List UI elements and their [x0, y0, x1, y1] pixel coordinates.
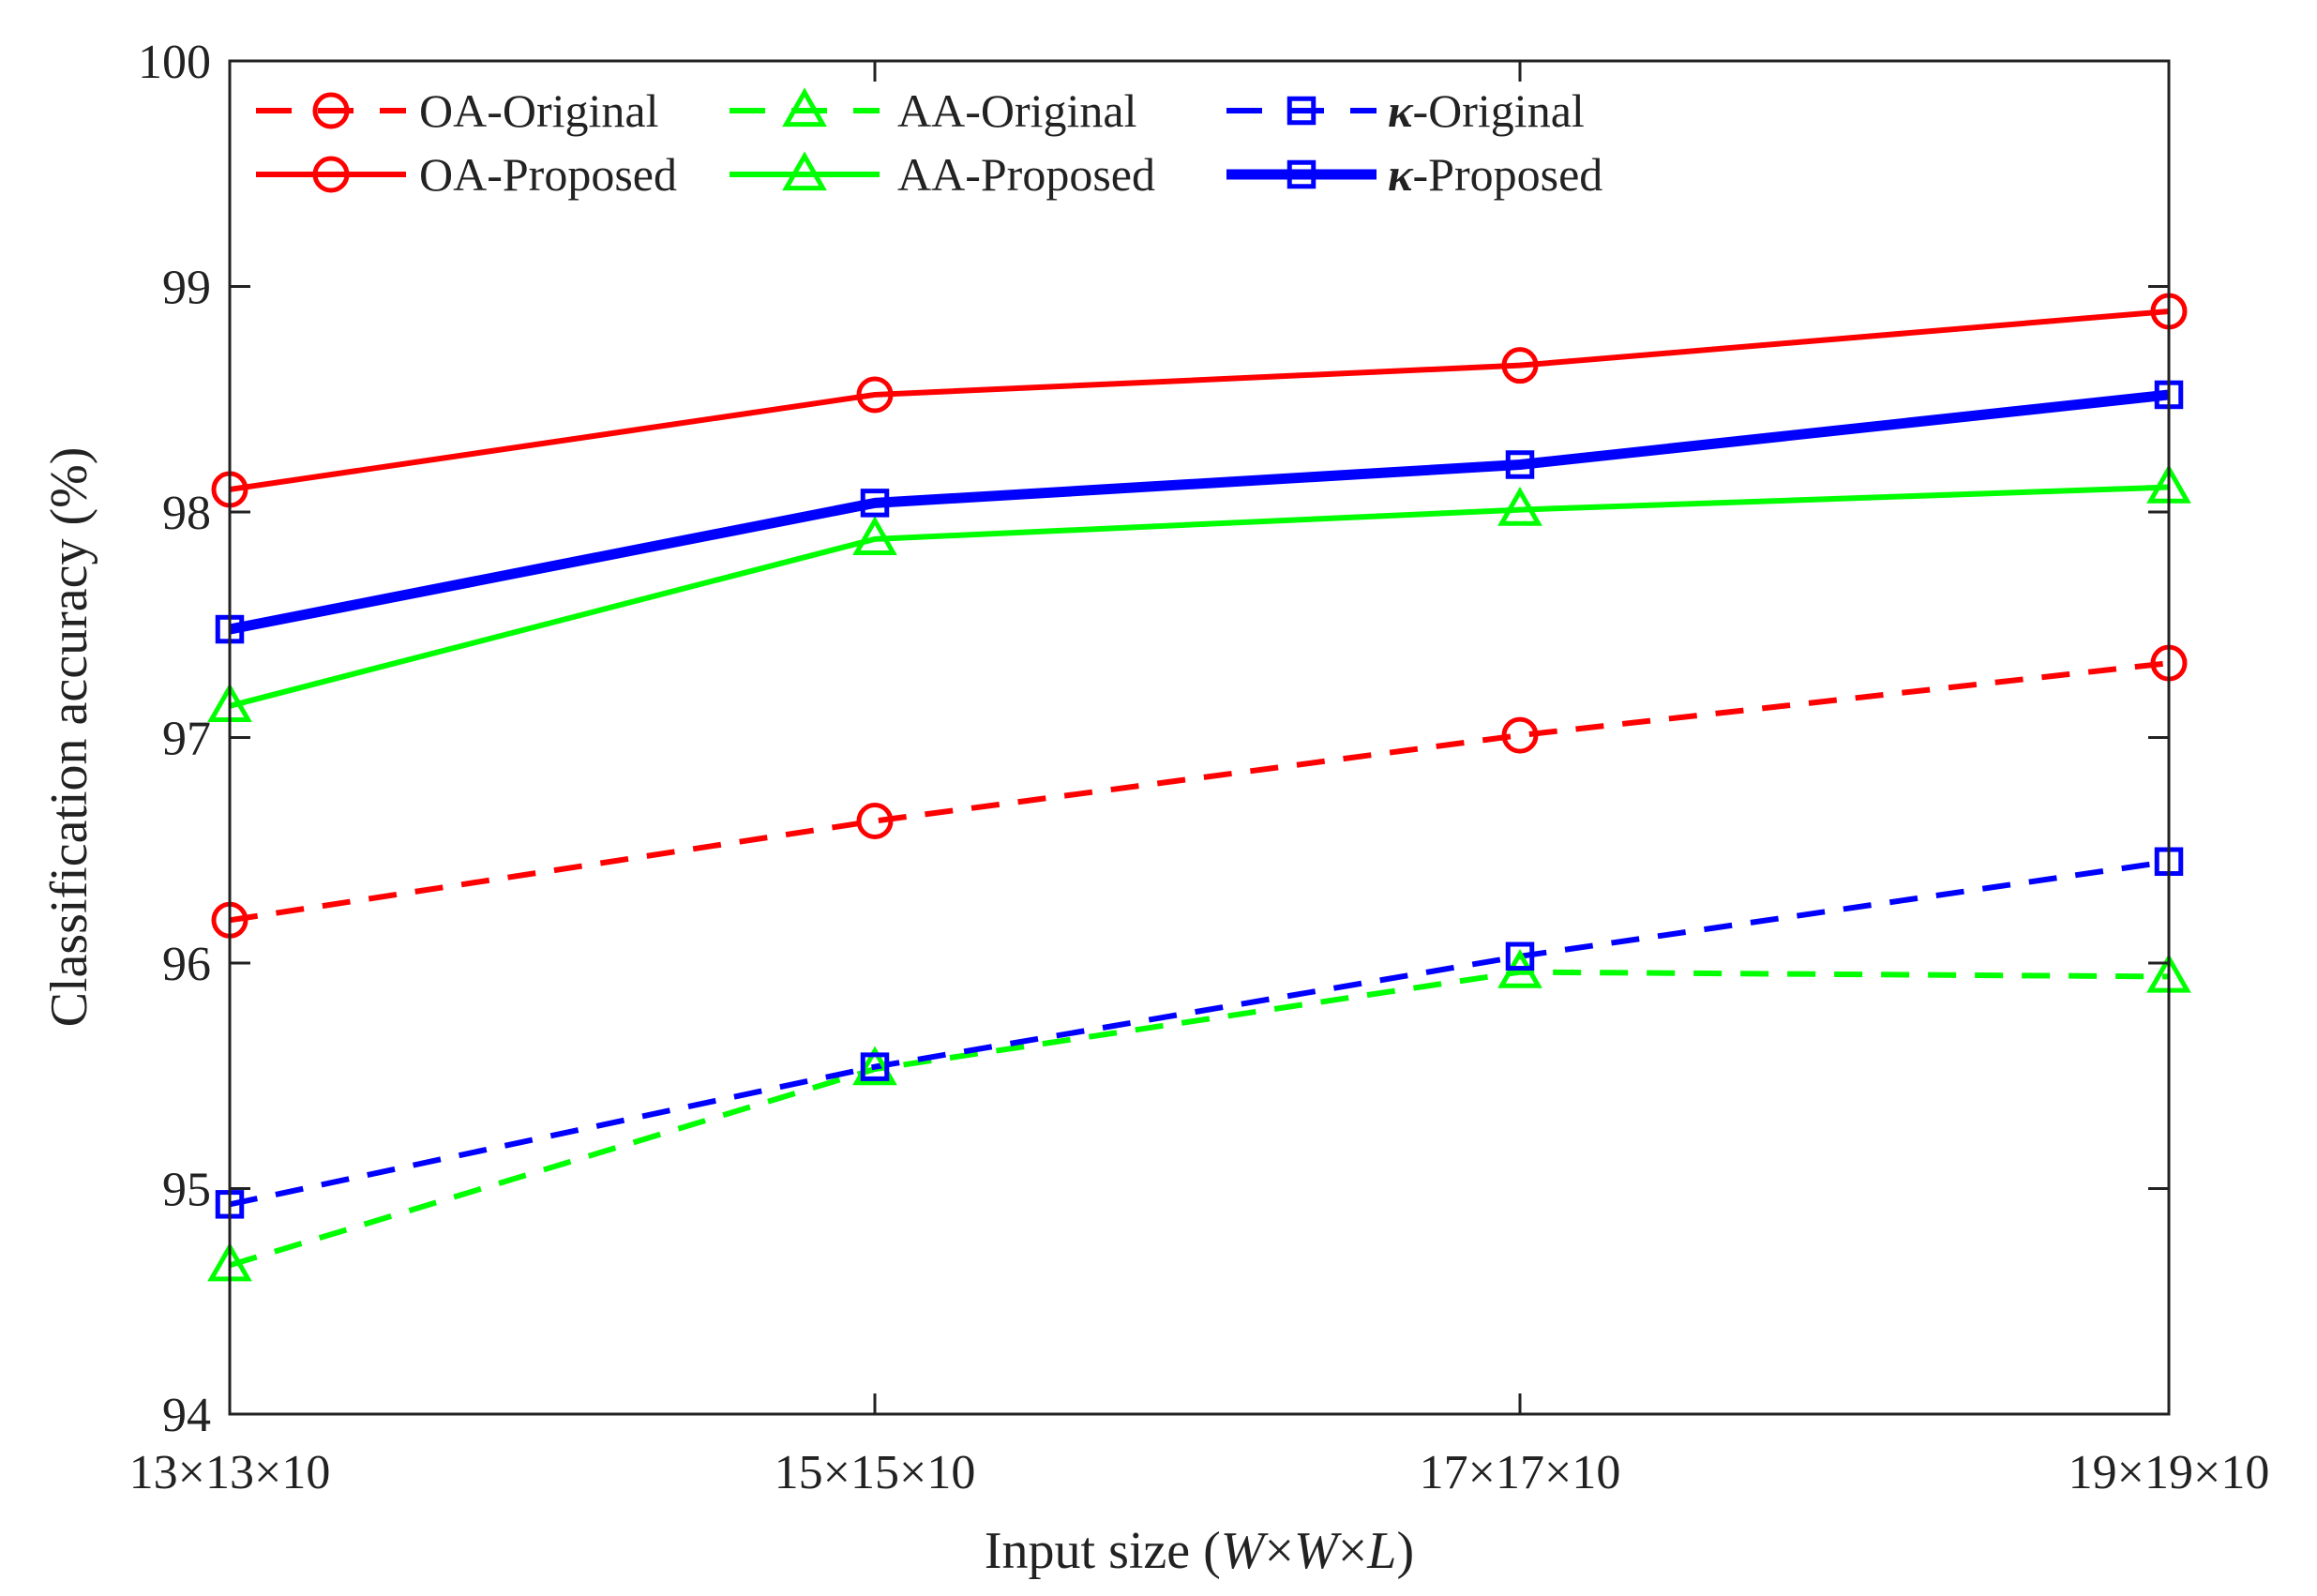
- series-line-oa-proposed: [229, 308, 2170, 492]
- data-point-aa-original: [852, 1046, 897, 1086]
- data-point-oa-original: [856, 802, 894, 839]
- legend-label-oa-original: OA-Original: [419, 84, 659, 137]
- series-line-aa-proposed: [229, 484, 2170, 709]
- data-point-oa-proposed: [1501, 347, 1539, 384]
- y-axis-ticks: 94 95 96 97 98 99 100: [138, 36, 2169, 1442]
- y-tick-label: 97: [162, 713, 211, 766]
- data-point-kappa-original: [1505, 941, 1535, 971]
- data-point-aa-proposed: [852, 516, 897, 556]
- legend-label-kappa-proposed: κ-Proposed: [1388, 148, 1602, 201]
- y-tick-label: 99: [162, 262, 211, 315]
- data-point-oa-original: [1501, 716, 1539, 754]
- legend-label-kappa-original: κ-Original: [1388, 84, 1585, 137]
- x-tick-label: 17×17×10: [1420, 1446, 1621, 1499]
- x-tick-label: 19×19×10: [2069, 1446, 2270, 1499]
- legend-label-aa-original: AA-Original: [897, 84, 1137, 137]
- x-axis-ticks: 13×13×10 15×15×10 17×17×10 19×19×10: [129, 61, 2270, 1499]
- legend-marker-oa-proposed: [312, 156, 350, 193]
- legend-marker-kappa-proposed: [1286, 159, 1316, 189]
- series-line-kappa-original: [229, 858, 2170, 1208]
- y-axis-title: Classification accuracy (%): [40, 447, 98, 1028]
- data-point-kappa-proposed: [1505, 450, 1535, 479]
- data-point-kappa-proposed: [860, 489, 890, 518]
- y-tick-label: 96: [162, 938, 211, 991]
- plot-lines: [228, 308, 2170, 1269]
- legend-label-oa-proposed: OA-Proposed: [419, 148, 677, 201]
- legend-marker-aa-original: [782, 87, 827, 128]
- data-point-aa-proposed: [1497, 487, 1542, 526]
- y-tick-label: 95: [162, 1164, 211, 1217]
- series-line-kappa-proposed: [228, 389, 2170, 635]
- legend-marker-oa-original: [312, 92, 350, 129]
- y-tick-label: 100: [138, 36, 211, 89]
- y-tick-label: 98: [162, 487, 211, 540]
- legend: OA-Original AA-Original κ-Original OA-Propo…: [256, 84, 1602, 201]
- legend-marker-kappa-original: [1286, 96, 1316, 126]
- data-point-oa-proposed: [856, 376, 894, 414]
- legend-marker-aa-proposed: [782, 151, 827, 191]
- x-axis-title: Input size (W×W×L): [985, 1522, 1414, 1580]
- x-tick-label: 13×13×10: [129, 1446, 331, 1499]
- legend-label-aa-proposed: AA-Proposed: [897, 148, 1155, 201]
- series-line-aa-original: [229, 969, 2170, 1269]
- data-point-kappa-original: [860, 1052, 890, 1081]
- x-tick-label: 15×15×10: [775, 1446, 976, 1499]
- y-tick-label: 94: [162, 1389, 211, 1442]
